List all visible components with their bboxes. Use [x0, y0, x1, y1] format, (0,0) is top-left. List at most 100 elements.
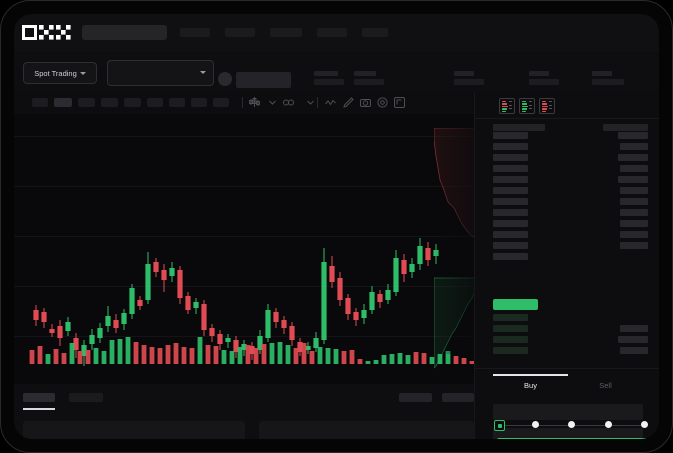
- candle-26: [233, 340, 239, 352]
- timeframe-button-3[interactable]: [78, 98, 95, 107]
- orderbook-bid-total-3[interactable]: [618, 336, 648, 343]
- bottom-action-2[interactable]: [442, 393, 474, 402]
- order-field-price[interactable]: [493, 404, 643, 420]
- nav-item-4[interactable]: [317, 28, 347, 37]
- timeframe-button-1[interactable]: [32, 98, 48, 107]
- bottom-action-1[interactable]: [399, 393, 432, 402]
- orderbook-ask-price-8[interactable]: [493, 209, 528, 216]
- orderbook-ask-price-4[interactable]: [493, 165, 528, 172]
- timeframe-button-8[interactable]: [191, 98, 207, 107]
- candle-3: [49, 329, 55, 333]
- chevron-down-icon-2[interactable]: [304, 96, 317, 109]
- fullscreen-icon[interactable]: [393, 96, 406, 109]
- timeframe-button-5[interactable]: [124, 98, 141, 107]
- orderbook-ask-price-9[interactable]: [493, 220, 528, 227]
- step-2[interactable]: [531, 421, 539, 428]
- orderbook-ask-price-5[interactable]: [493, 176, 528, 183]
- nav-item-5[interactable]: [362, 28, 388, 37]
- orderbook-bid-total-4[interactable]: [620, 347, 648, 354]
- nav-item-2[interactable]: [225, 28, 255, 37]
- orderbook-ask-price-3[interactable]: [493, 154, 528, 161]
- candlestick-type-icon[interactable]: [248, 96, 261, 109]
- tab-buy[interactable]: Buy: [524, 380, 537, 390]
- trading-pair-select[interactable]: [107, 60, 214, 86]
- nav-item-3[interactable]: [270, 28, 302, 37]
- orderbook-ask-total-10[interactable]: [620, 231, 648, 238]
- timeframe-button-6[interactable]: [147, 98, 163, 107]
- tab-open-orders[interactable]: [23, 393, 55, 402]
- top-navigation-bar: [14, 14, 659, 52]
- step-marker-active[interactable]: [494, 420, 505, 431]
- orderbook-mode-both[interactable]: [499, 98, 515, 114]
- chevron-down-icon: [200, 71, 206, 74]
- stat-24h-high-value: [454, 79, 484, 85]
- market-type-dropdown[interactable]: Spot Trading: [23, 62, 97, 84]
- orderbook-ask-price-1[interactable]: [493, 132, 528, 139]
- candle-11: [113, 320, 119, 328]
- logo-glyph-k: [39, 25, 54, 40]
- candle-38: [329, 266, 335, 282]
- candle-21: [193, 302, 199, 308]
- orderbook-ask-total-2[interactable]: [620, 143, 648, 150]
- orderbook-ask-total-6[interactable]: [620, 187, 648, 194]
- orderbook-ask-total-9[interactable]: [620, 220, 648, 227]
- orderbook-ask-price-7[interactable]: [493, 198, 528, 205]
- timeframe-button-2[interactable]: [54, 98, 72, 107]
- orderbook-ask-total-11[interactable]: [620, 242, 648, 249]
- timeframe-button-7[interactable]: [169, 98, 185, 107]
- orderbook-bid-price-3[interactable]: [493, 336, 528, 343]
- candle-50: [425, 248, 431, 260]
- candle-33: [289, 326, 295, 340]
- step-marker-fill: [497, 423, 502, 428]
- order-field-amount[interactable]: [493, 428, 643, 439]
- orderbook-bid-price-1[interactable]: [493, 314, 528, 321]
- orders-empty-right: [259, 421, 474, 439]
- panel-divider: [475, 368, 659, 369]
- orderbook-ask-price-11[interactable]: [493, 242, 528, 249]
- volume-bar-5: [61, 353, 67, 364]
- orderbook-ask-total-5[interactable]: [618, 176, 648, 183]
- candle-9: [97, 328, 103, 338]
- step-3[interactable]: [568, 421, 575, 428]
- orderbook-ask-price-10[interactable]: [493, 231, 528, 238]
- drawing-tools-icon[interactable]: [342, 96, 355, 109]
- orderbook-ask-total-1[interactable]: [618, 132, 648, 139]
- orderbook-bid-price-4[interactable]: [493, 347, 528, 354]
- bar: [502, 108, 507, 110]
- volume-bar-29: [253, 348, 259, 364]
- search-input[interactable]: [82, 25, 167, 40]
- chart-settings-icon[interactable]: [376, 96, 389, 109]
- orderbook-bid-total-2[interactable]: [620, 325, 648, 332]
- nav-item-1[interactable]: [180, 28, 210, 37]
- chevron-down-icon[interactable]: [266, 96, 279, 109]
- orderbook-ask-price-6[interactable]: [493, 187, 528, 194]
- timeframe-button-9[interactable]: [213, 98, 229, 107]
- gridline-5: [14, 336, 474, 337]
- orderbook-ask-total-3[interactable]: [618, 154, 648, 161]
- stat-24h-change-label: [354, 71, 376, 76]
- volume-bar-45: [381, 355, 387, 364]
- bar: [522, 103, 527, 105]
- okx-logo[interactable]: [22, 25, 71, 40]
- step-5[interactable]: [641, 421, 648, 428]
- orderbook-ask-total-4[interactable]: [620, 165, 648, 172]
- orderbook-ask-total-8[interactable]: [620, 209, 648, 216]
- tab-order-history[interactable]: [69, 393, 103, 402]
- snapshot-icon[interactable]: [359, 96, 372, 109]
- tab-sell[interactable]: Sell: [599, 380, 612, 390]
- bar: [542, 108, 547, 110]
- orderbook-ask-price-12[interactable]: [493, 253, 528, 260]
- orderbook-mode-asks[interactable]: [539, 98, 555, 114]
- orderbook-bid-price-2[interactable]: [493, 325, 528, 332]
- line-chart-icon[interactable]: [324, 96, 337, 109]
- price-chart[interactable]: [14, 114, 474, 384]
- timeframe-button-4[interactable]: [101, 98, 118, 107]
- orderbook-ask-total-7[interactable]: [620, 198, 648, 205]
- orderbook-ask-price-2[interactable]: [493, 143, 528, 150]
- bar: [542, 105, 548, 108]
- orderbook-mode-bids[interactable]: [519, 98, 535, 114]
- primary-cta-button[interactable]: [497, 438, 657, 439]
- step-4[interactable]: [604, 421, 612, 428]
- indicators-icon[interactable]: [282, 96, 295, 109]
- candle-34: [297, 342, 303, 352]
